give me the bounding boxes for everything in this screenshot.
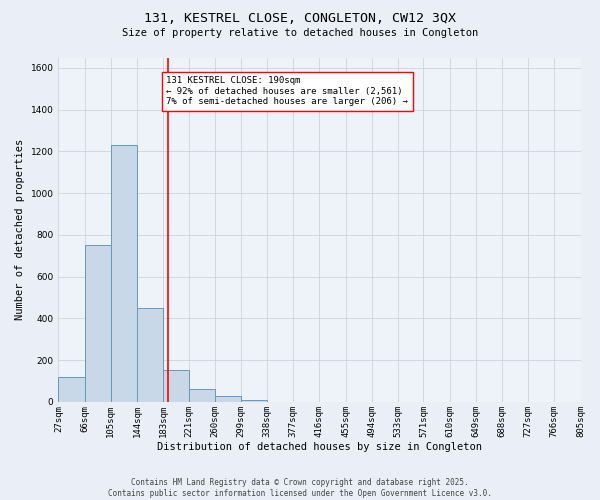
Bar xyxy=(163,370,189,402)
Bar xyxy=(85,246,111,402)
Text: 131, KESTREL CLOSE, CONGLETON, CW12 3QX: 131, KESTREL CLOSE, CONGLETON, CW12 3QX xyxy=(144,12,456,26)
Bar xyxy=(241,400,267,402)
Bar xyxy=(111,145,137,402)
Bar xyxy=(137,308,163,402)
Bar xyxy=(58,377,85,402)
Text: 131 KESTREL CLOSE: 190sqm
← 92% of detached houses are smaller (2,561)
7% of sem: 131 KESTREL CLOSE: 190sqm ← 92% of detac… xyxy=(166,76,409,106)
Y-axis label: Number of detached properties: Number of detached properties xyxy=(15,139,25,320)
Bar xyxy=(215,396,241,402)
Text: Contains HM Land Registry data © Crown copyright and database right 2025.
Contai: Contains HM Land Registry data © Crown c… xyxy=(108,478,492,498)
Text: Size of property relative to detached houses in Congleton: Size of property relative to detached ho… xyxy=(122,28,478,38)
Bar xyxy=(188,390,215,402)
X-axis label: Distribution of detached houses by size in Congleton: Distribution of detached houses by size … xyxy=(157,442,482,452)
